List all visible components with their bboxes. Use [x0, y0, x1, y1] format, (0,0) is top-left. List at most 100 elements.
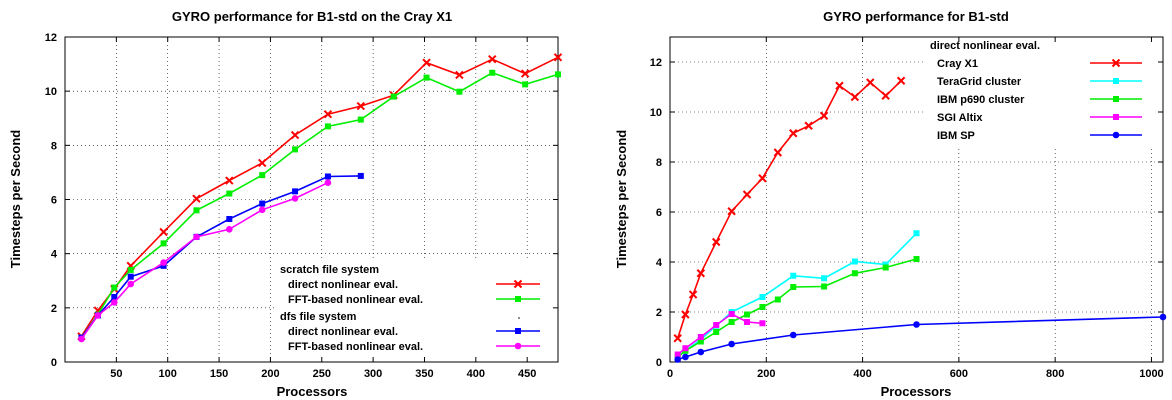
data-point	[324, 173, 331, 180]
y-tick-label: 2	[51, 303, 57, 315]
data-point	[896, 76, 906, 85]
y-tick-label: 8	[51, 140, 57, 152]
data-point	[193, 207, 200, 214]
y-tick-label: 10	[45, 86, 57, 98]
data-point	[159, 227, 168, 237]
y-axis-label: Timesteps per Second	[614, 130, 629, 269]
legend-swatch-marker	[1112, 131, 1120, 139]
data-point	[728, 319, 735, 325]
data-point	[758, 174, 767, 183]
data-point	[673, 334, 682, 343]
series-1	[674, 230, 920, 360]
chart-b1-std-comparison: 0 200 400 600 800 1000 0 2 4 6 8 10 12 GYRO performan…	[614, 9, 1167, 399]
x-tick-label: 0	[667, 368, 673, 380]
y-tick-label: 0	[51, 357, 57, 369]
data-point	[111, 294, 118, 300]
x-tick-label: 300	[364, 368, 382, 380]
data-point	[882, 264, 889, 271]
series-4	[674, 313, 1167, 363]
data-point	[193, 233, 200, 241]
data-point	[522, 81, 529, 88]
data-point	[759, 304, 766, 310]
legend-label: IBM p690 cluster	[937, 94, 1025, 106]
legend-label: direct nonlinear eval.	[288, 279, 398, 291]
data-point	[127, 273, 134, 280]
data-point	[681, 310, 690, 319]
legend-swatch-marker	[513, 279, 523, 289]
data-point	[356, 101, 366, 111]
data-point	[697, 338, 704, 345]
data-point	[728, 311, 735, 317]
legend-swatch-marker	[514, 342, 522, 350]
x-tick-label: 400	[853, 368, 871, 380]
data-point	[94, 312, 102, 319]
data-point	[127, 266, 134, 273]
data-point	[835, 81, 844, 90]
data-point	[744, 311, 751, 318]
data-point	[682, 345, 689, 352]
legend-label: TeraGrid cluster	[937, 76, 1022, 88]
legend-background	[925, 38, 1163, 146]
legend-label: FFT-based nonlinear eval.	[288, 294, 423, 306]
data-point	[821, 275, 828, 282]
data-point	[225, 176, 234, 185]
data-point	[456, 88, 463, 95]
data-point	[323, 109, 333, 119]
legend-label: IBM SP	[937, 130, 975, 142]
x-tick-label: 400	[467, 368, 485, 380]
legend: scratch file system direct nonlinear eval…	[280, 264, 540, 353]
data-point	[324, 123, 331, 130]
data-point	[357, 116, 364, 123]
x-tick-label: 50	[110, 368, 122, 380]
data-point	[866, 78, 875, 87]
x-tick-label: 250	[313, 368, 331, 380]
y-tick-label: 10	[650, 107, 662, 119]
data-point	[713, 329, 720, 335]
x-tick-label: 1000	[1139, 368, 1163, 380]
legend-label: direct nonlinear eval.	[288, 326, 398, 338]
series-2	[674, 256, 920, 360]
data-point	[390, 93, 397, 100]
series-line	[676, 80, 902, 339]
x-tick-label: 800	[1046, 368, 1064, 380]
data-point	[259, 200, 266, 207]
data-point	[851, 270, 858, 277]
data-point	[160, 240, 167, 247]
y-tick-label: 12	[650, 57, 662, 69]
data-point	[881, 91, 890, 100]
data-point	[160, 259, 167, 266]
data-point	[257, 158, 267, 168]
data-point	[821, 283, 828, 290]
data-point	[850, 92, 860, 102]
data-point	[744, 319, 751, 325]
data-point	[819, 111, 829, 120]
data-point	[226, 190, 233, 197]
data-point	[789, 129, 798, 138]
y-tick-label: 2	[656, 307, 662, 319]
y-tick-label: 6	[51, 195, 57, 207]
legend-group-header: dfs file system	[280, 311, 357, 323]
data-point	[292, 146, 299, 153]
data-point	[192, 194, 201, 203]
data-point	[712, 237, 721, 247]
chart-title: GYRO performance for B1-std	[823, 9, 1009, 24]
data-point	[913, 256, 920, 262]
data-point	[728, 340, 735, 348]
data-point	[790, 284, 797, 290]
data-point	[258, 206, 266, 214]
x-tick-label: 100	[159, 368, 177, 380]
chart-title: GYRO performance for B1-std on the Cray …	[172, 9, 452, 24]
series-line	[80, 181, 329, 340]
data-point	[555, 71, 561, 78]
data-point	[759, 294, 766, 300]
legend-swatch-marker	[1111, 58, 1121, 68]
data-point	[423, 74, 430, 81]
data-point	[291, 195, 299, 202]
y-tick-label: 12	[45, 32, 57, 44]
series-0	[673, 76, 906, 343]
data-point	[422, 58, 431, 67]
data-point	[804, 121, 813, 130]
data-point	[759, 320, 766, 327]
y-tick-label: 0	[656, 357, 662, 369]
data-point	[553, 53, 563, 62]
